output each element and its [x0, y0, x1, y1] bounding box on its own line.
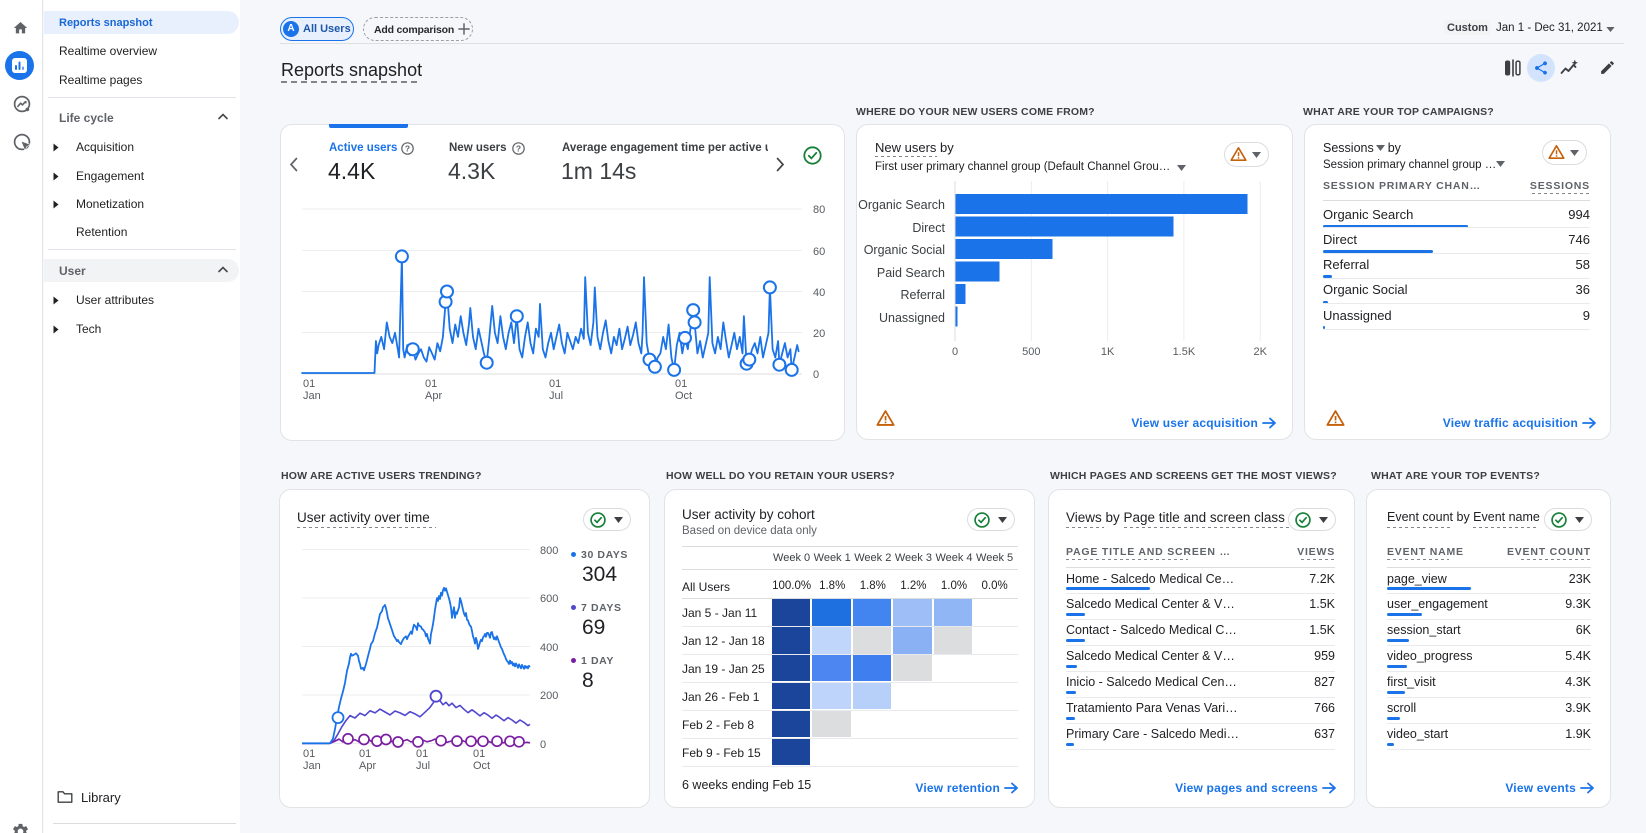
- svg-text:?: ?: [516, 143, 521, 153]
- svg-text:?: ?: [405, 143, 410, 153]
